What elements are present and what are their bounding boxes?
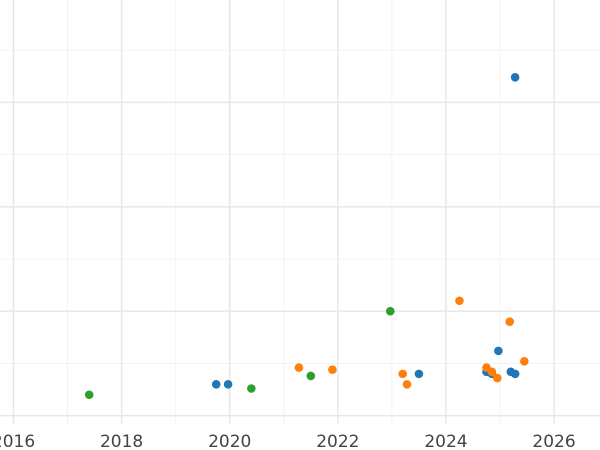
data-point-series-1	[223, 380, 233, 389]
data-point-series-3	[247, 384, 256, 393]
data-point-series-2	[520, 357, 529, 366]
data-point-series-1	[414, 369, 424, 379]
x-tick-label: 2020	[208, 432, 251, 450]
data-point-series-3	[84, 390, 94, 400]
data-point-series-2	[505, 317, 515, 326]
data-point-series-2	[402, 380, 412, 389]
x-tick-label: 2016	[0, 432, 35, 450]
data-point-series-3	[385, 306, 395, 316]
grid-lines	[0, 0, 600, 424]
data-point-series-1	[510, 369, 520, 379]
data-point-series-1	[494, 346, 503, 356]
data-point-series-2	[455, 296, 464, 306]
x-tick-label: 2024	[424, 432, 467, 450]
data-points	[84, 72, 529, 400]
data-point-series-2	[487, 367, 497, 377]
data-point-series-2	[492, 373, 502, 383]
data-point-series-2	[294, 363, 304, 372]
data-point-series-1	[211, 380, 221, 389]
data-point-series-3	[306, 371, 316, 381]
data-point-series-1	[510, 72, 520, 82]
data-point-series-2	[328, 365, 337, 374]
x-tick-label: 2026	[532, 432, 575, 450]
x-axis-tick-labels: 2016 2018 2020 2022 2024 2026	[0, 432, 576, 450]
x-tick-label: 2022	[316, 432, 359, 450]
data-point-series-2	[398, 369, 408, 379]
x-tick-label: 2018	[100, 432, 143, 450]
